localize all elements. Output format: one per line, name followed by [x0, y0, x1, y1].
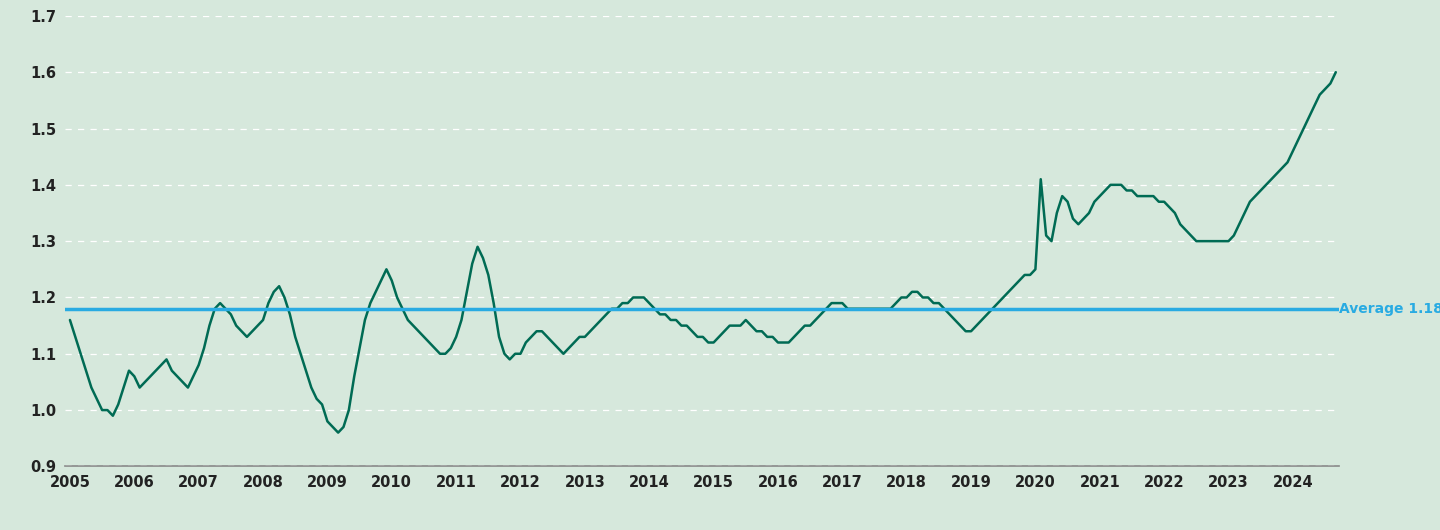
Text: Average 1.18: Average 1.18 [1339, 302, 1440, 316]
